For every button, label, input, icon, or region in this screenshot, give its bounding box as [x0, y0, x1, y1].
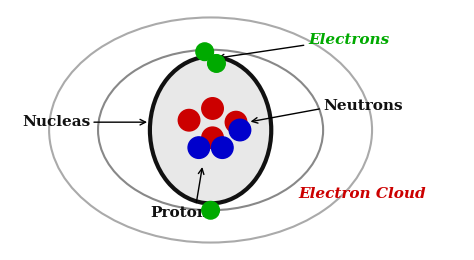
Text: Nucleas: Nucleas — [23, 115, 91, 129]
Circle shape — [229, 119, 251, 141]
Circle shape — [208, 55, 225, 72]
Circle shape — [196, 43, 213, 61]
Circle shape — [211, 137, 233, 158]
Text: Electrons: Electrons — [309, 33, 390, 47]
Circle shape — [202, 127, 223, 149]
Circle shape — [202, 98, 223, 119]
Ellipse shape — [150, 57, 271, 203]
Circle shape — [188, 137, 210, 158]
Text: Electron Cloud: Electron Cloud — [299, 187, 426, 201]
Text: Neutrons: Neutrons — [323, 99, 403, 113]
Text: Protons: Protons — [150, 206, 217, 220]
Circle shape — [202, 202, 219, 219]
Circle shape — [178, 109, 200, 131]
Circle shape — [225, 111, 247, 133]
